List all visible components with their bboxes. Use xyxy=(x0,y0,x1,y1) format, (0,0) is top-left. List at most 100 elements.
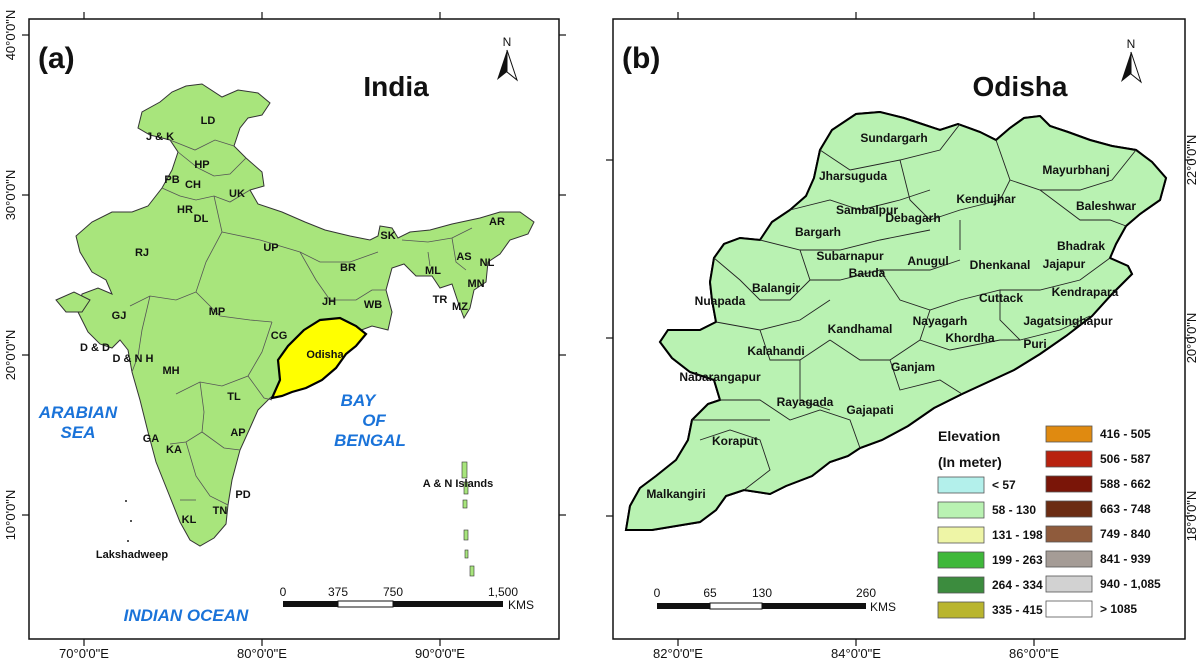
scale-label: 1,500 xyxy=(488,585,518,599)
legend-swatch xyxy=(1045,500,1093,518)
legend-label: 416 - 505 xyxy=(1100,427,1151,441)
legend-label: 940 - 1,085 xyxy=(1100,577,1161,591)
district-label: Malkangiri xyxy=(646,487,705,501)
district-label: Jagatsinghapur xyxy=(1023,314,1113,328)
legend-swatch xyxy=(1045,525,1093,543)
district-label: Sambalpur xyxy=(836,203,898,217)
scale-label: 130 xyxy=(752,586,772,600)
scale-bar-b: 0 65 130 260 KMS xyxy=(654,586,896,614)
lat-tick-label: 30°0'0"N xyxy=(3,170,18,221)
state-label: AS xyxy=(456,251,471,263)
state-label: GA xyxy=(143,433,160,445)
legend-label: 749 - 840 xyxy=(1100,527,1151,541)
district-label: Dhenkanal xyxy=(970,258,1031,272)
district-label: Kendujhar xyxy=(956,192,1016,206)
district-label: Bhadrak xyxy=(1057,239,1105,253)
lon-tick-label: 84°0'0"E xyxy=(831,646,881,661)
panel-title: India xyxy=(363,71,429,102)
panel-title: Odisha xyxy=(973,71,1068,102)
legend-swatch xyxy=(937,526,985,544)
state-label: PB xyxy=(164,174,179,186)
lakshadweep-islands xyxy=(125,500,132,542)
district-label: Nayagarh xyxy=(913,314,968,328)
district-label: Khordha xyxy=(945,331,995,345)
legend-swatch xyxy=(1045,425,1093,443)
andaman-islands xyxy=(461,461,475,577)
state-label: UP xyxy=(263,242,278,254)
state-label: GJ xyxy=(112,310,127,322)
sea-label: BAY xyxy=(341,391,377,410)
odisha-highlight xyxy=(270,316,368,400)
legend-subtitle: (In meter) xyxy=(938,454,1002,470)
legend-items: < 57 58 - 130 131 - 198 199 - 263 264 - 334 3… xyxy=(937,425,1161,619)
legend-swatch xyxy=(937,476,985,494)
district-label: Kalahandi xyxy=(747,344,804,358)
legend-label: 131 - 198 xyxy=(992,528,1043,542)
sea-label: INDIAN OCEAN xyxy=(124,606,249,625)
district-label: Nuapada xyxy=(695,294,746,308)
legend-label: > 1085 xyxy=(1100,602,1137,616)
sea-label: BENGAL xyxy=(334,431,406,450)
district-boundaries xyxy=(692,123,1137,491)
state-label: MN xyxy=(467,278,484,290)
state-label: J & K xyxy=(146,131,174,143)
island-label: A & N Islands xyxy=(423,478,494,490)
state-boundaries xyxy=(129,139,473,506)
state-label: WB xyxy=(364,299,382,311)
lat-tick-label: 22°0'0"N xyxy=(1184,135,1199,186)
district-label: Jharsuguda xyxy=(819,169,887,183)
state-label: MP xyxy=(209,306,226,318)
svg-text:N: N xyxy=(503,35,512,49)
scale-bar-a: 0 375 750 1,500 KMS xyxy=(280,585,534,612)
state-label: TL xyxy=(227,391,241,403)
state-label: HP xyxy=(194,159,209,171)
district-label: Jajapur xyxy=(1043,257,1086,271)
legend-label: 588 - 662 xyxy=(1100,477,1151,491)
lon-tick-label: 70°0'0"E xyxy=(59,646,109,661)
district-label: Mayurbhanj xyxy=(1042,163,1109,177)
district-label: Koraput xyxy=(712,434,758,448)
state-label: TR xyxy=(433,294,448,306)
state-label: LD xyxy=(201,115,216,127)
district-label: Gajapati xyxy=(846,403,893,417)
lat-tick-label: 10°0'0"N xyxy=(3,490,18,541)
panel-label: (b) xyxy=(622,42,660,75)
legend-label: 199 - 263 xyxy=(992,553,1043,567)
state-label: TN xyxy=(213,505,228,517)
district-label: Bargarh xyxy=(795,225,841,239)
svg-text:N: N xyxy=(1127,37,1136,51)
district-label: Sundargarh xyxy=(860,131,927,145)
lat-tick-label: 20°0'0"N xyxy=(3,330,18,381)
district-labels: Sundargarh Jharsuguda Sambalpur Debagarh… xyxy=(646,131,1136,501)
state-labels: LD J & K HP PB CH UK HR DL RJ UP SK AR A… xyxy=(80,115,505,526)
legend-title: Elevation xyxy=(938,428,1000,444)
lat-tick-label: 40°0'0"N xyxy=(3,10,18,61)
island-label: Lakshadweep xyxy=(96,549,168,561)
scale-label: 260 xyxy=(856,586,876,600)
legend-swatch xyxy=(1045,450,1093,468)
panel-b-ticks xyxy=(606,12,1192,646)
district-label: Rayagada xyxy=(777,395,834,409)
district-label: Bauda xyxy=(849,266,886,280)
state-label: KL xyxy=(182,514,197,526)
state-label: PD xyxy=(235,489,250,501)
district-label: Kandhamal xyxy=(828,322,893,336)
state-label: MH xyxy=(162,365,179,377)
legend-label: 335 - 415 xyxy=(992,603,1043,617)
state-label: UK xyxy=(229,188,245,200)
district-label: Baleshwar xyxy=(1076,199,1136,213)
legend-swatch xyxy=(937,551,985,569)
panel-a-lon-labels: 70°0'0"E 80°0'0"E 90°0'0"E xyxy=(59,646,465,661)
state-label: JH xyxy=(322,296,336,308)
scale-label: 375 xyxy=(328,585,348,599)
district-label: Cuttack xyxy=(979,291,1023,305)
panel-label: (a) xyxy=(38,42,75,75)
scale-label: 0 xyxy=(654,586,661,600)
district-label: Balangir xyxy=(752,281,800,295)
state-label: AR xyxy=(489,216,505,228)
lat-tick-label: 20°0'0"N xyxy=(1184,313,1199,364)
panel-a: 70°0'0"E 80°0'0"E 90°0'0"E 40°0'0"N 30°0… xyxy=(3,10,566,661)
state-label: DL xyxy=(194,213,209,225)
district-label: Debagarh xyxy=(885,211,940,225)
